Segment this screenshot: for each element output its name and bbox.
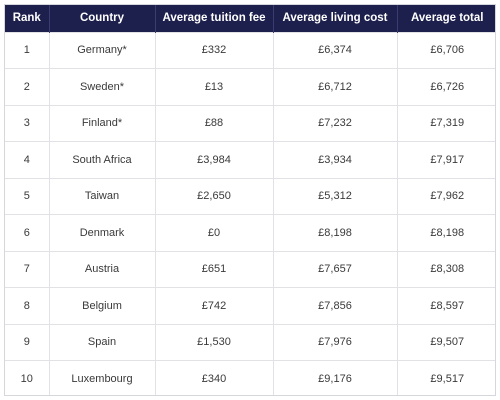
cell-country: Sweden* — [49, 68, 156, 105]
cell-rank: 8 — [5, 287, 50, 324]
cell-rank: 10 — [5, 360, 50, 395]
table-row: 9 Spain £1,530 £7,976 £9,507 — [5, 323, 495, 361]
cell-rank: 5 — [5, 177, 50, 215]
table-row: 2 Sweden* £13 £6,712 £6,726 — [5, 68, 495, 105]
cell-rank: 1 — [5, 31, 50, 69]
cell-country: Finland* — [49, 104, 156, 142]
cell-total: £9,517 — [397, 360, 495, 395]
cell-living-cost: £6,374 — [273, 31, 398, 69]
cell-tuition-fee: £13 — [155, 68, 274, 105]
cell-tuition-fee: £651 — [155, 250, 274, 288]
header-tuition-fee: Average tuition fee — [155, 5, 274, 32]
cell-living-cost: £9,176 — [273, 360, 398, 395]
cell-country: Austria — [49, 250, 156, 288]
cell-living-cost: £6,712 — [273, 68, 398, 105]
header-total: Average total — [397, 5, 495, 32]
cell-tuition-fee: £340 — [155, 360, 274, 395]
cell-rank: 4 — [5, 141, 50, 178]
cell-total: £7,319 — [397, 104, 495, 142]
cell-rank: 2 — [5, 68, 50, 105]
table-row: 7 Austria £651 £7,657 £8,308 — [5, 250, 495, 288]
cell-tuition-fee: £1,530 — [155, 323, 274, 361]
header-country: Country — [49, 5, 156, 32]
cell-tuition-fee: £332 — [155, 31, 274, 69]
cell-tuition-fee: £0 — [155, 214, 274, 251]
cell-total: £7,917 — [397, 141, 495, 178]
cell-total: £9,507 — [397, 323, 495, 361]
cell-living-cost: £7,856 — [273, 287, 398, 324]
cell-tuition-fee: £88 — [155, 104, 274, 142]
cell-rank: 3 — [5, 104, 50, 142]
cell-country: Germany* — [49, 31, 156, 69]
table-row: 10 Luxembourg £340 £9,176 £9,517 — [5, 360, 495, 395]
cost-ranking-table: Rank Country Average tuition fee Average… — [5, 5, 495, 395]
cell-tuition-fee: £742 — [155, 287, 274, 324]
ranking-table-container: Rank Country Average tuition fee Average… — [4, 4, 496, 396]
cell-total: £8,198 — [397, 214, 495, 251]
cell-country: Spain — [49, 323, 156, 361]
header-rank: Rank — [5, 5, 50, 32]
table-row: 5 Taiwan £2,650 £5,312 £7,962 — [5, 177, 495, 215]
cell-tuition-fee: £2,650 — [155, 177, 274, 215]
table-body: 1 Germany* £332 £6,374 £6,706 2 Sweden* … — [5, 31, 495, 395]
cell-rank: 7 — [5, 250, 50, 288]
header-row: Rank Country Average tuition fee Average… — [5, 5, 495, 32]
cell-rank: 9 — [5, 323, 50, 361]
cell-living-cost: £7,976 — [273, 323, 398, 361]
cell-country: Denmark — [49, 214, 156, 251]
cell-living-cost: £5,312 — [273, 177, 398, 215]
cell-total: £8,597 — [397, 287, 495, 324]
header-living-cost: Average living cost — [273, 5, 398, 32]
cell-total: £7,962 — [397, 177, 495, 215]
cell-country: South Africa — [49, 141, 156, 178]
cell-country: Belgium — [49, 287, 156, 324]
cell-total: £6,706 — [397, 31, 495, 69]
cell-living-cost: £3,934 — [273, 141, 398, 178]
cell-living-cost: £7,657 — [273, 250, 398, 288]
table-header: Rank Country Average tuition fee Average… — [5, 5, 495, 32]
table-row: 1 Germany* £332 £6,374 £6,706 — [5, 31, 495, 69]
cell-total: £8,308 — [397, 250, 495, 288]
cell-living-cost: £7,232 — [273, 104, 398, 142]
cell-living-cost: £8,198 — [273, 214, 398, 251]
cell-rank: 6 — [5, 214, 50, 251]
cell-tuition-fee: £3,984 — [155, 141, 274, 178]
table-row: 6 Denmark £0 £8,198 £8,198 — [5, 214, 495, 251]
table-row: 3 Finland* £88 £7,232 £7,319 — [5, 104, 495, 142]
cell-country: Taiwan — [49, 177, 156, 215]
cell-total: £6,726 — [397, 68, 495, 105]
table-row: 4 South Africa £3,984 £3,934 £7,917 — [5, 141, 495, 178]
cell-country: Luxembourg — [49, 360, 156, 395]
table-row: 8 Belgium £742 £7,856 £8,597 — [5, 287, 495, 324]
